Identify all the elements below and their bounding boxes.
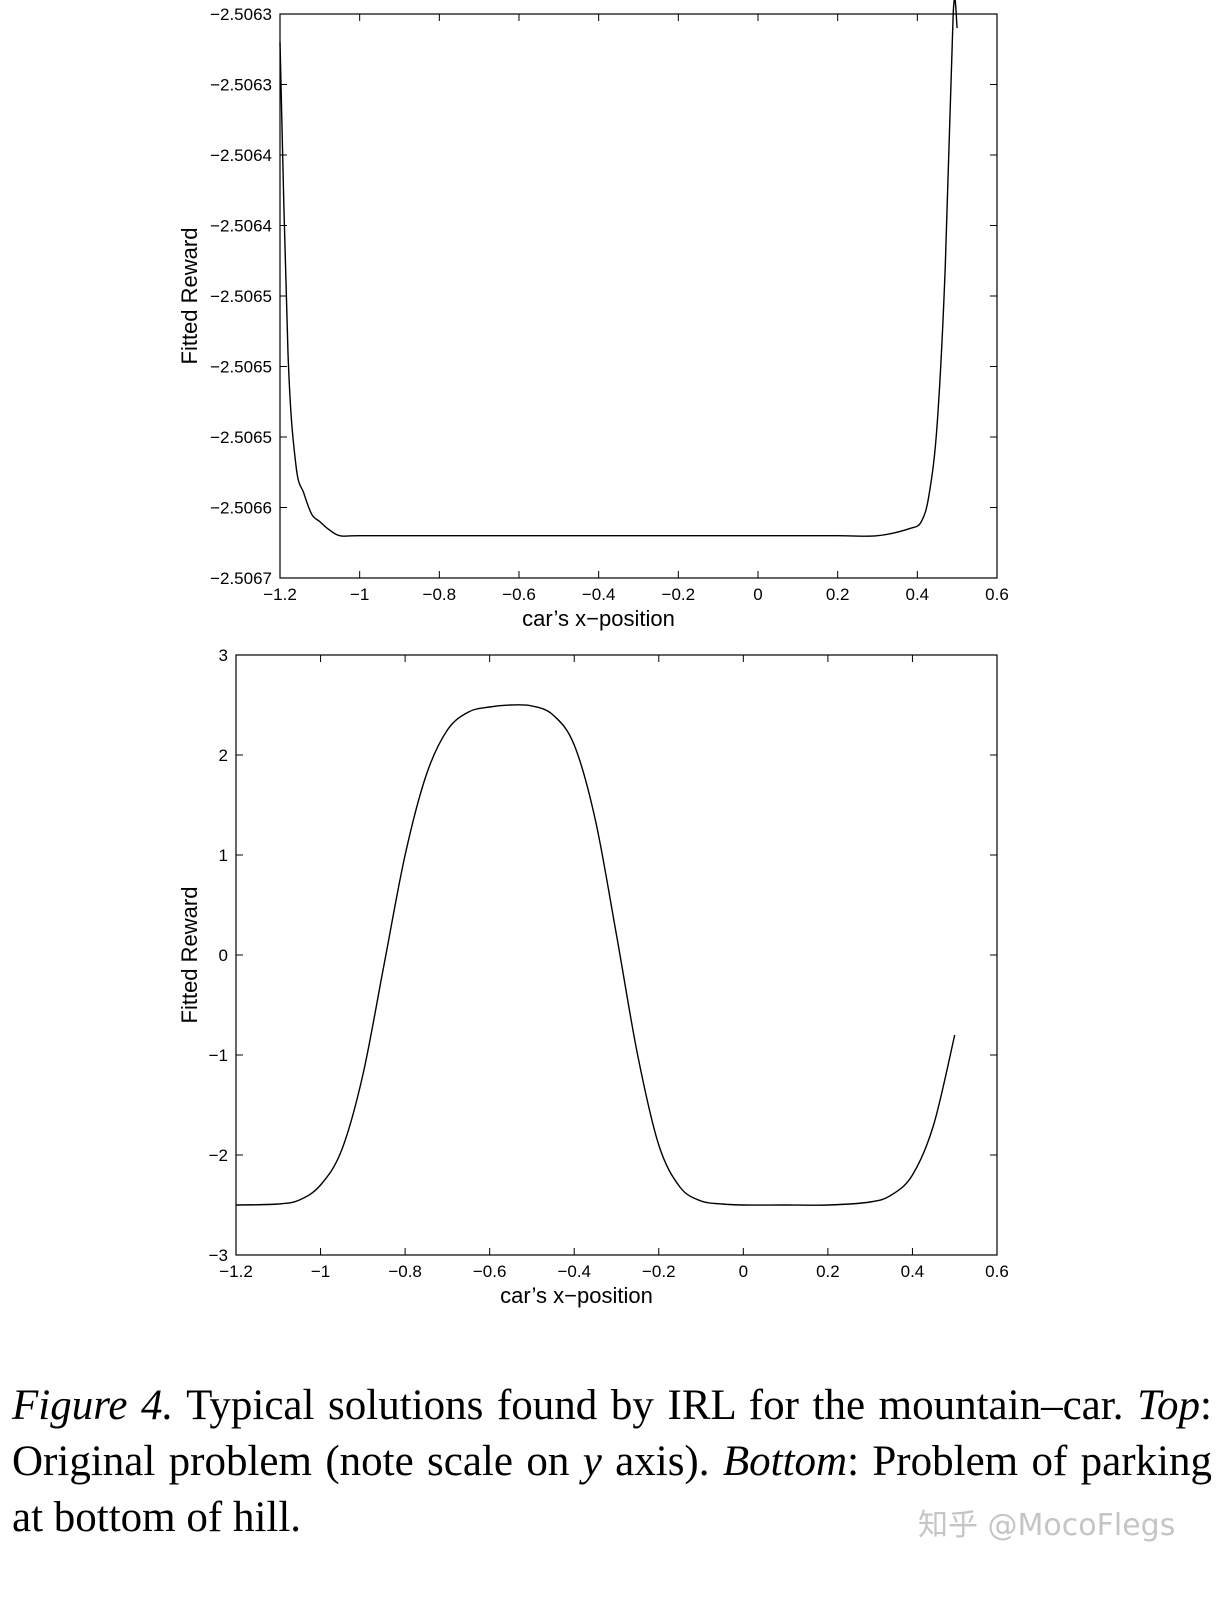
x-tick-label: 0.2 [816,1262,840,1281]
caption-text-3: axis). [601,1438,723,1485]
x-tick-label: 0 [753,585,762,604]
x-tick-label: −0.2 [642,1262,676,1281]
x-tick-label: −0.6 [502,585,536,604]
y-tick-label: −2.5065 [210,428,272,447]
y-axis-label: Fitted Reward [177,228,202,365]
x-tick-label: −0.2 [662,585,696,604]
x-tick-label: −0.4 [557,1262,591,1281]
plot-frame [279,13,998,579]
y-tick-label: −2.5067 [210,569,272,588]
caption-text-2: : Original problem (note scale on [12,1382,1212,1485]
y-tick-label: 0 [219,946,228,965]
series-line [279,0,958,537]
bottom-chart: −1.2 −1 −0.8 −0.6 −0.4 −0.2 0 0.2 0.4 0.6 3 2 1 0 −1 −2… [177,646,1009,1308]
caption-text-1: Typical solutions found by IRL for the m… [173,1382,1138,1429]
x-tick-label: −1.2 [263,585,297,604]
x-tick-label: 0.6 [985,585,1009,604]
plot-frame [235,654,998,1256]
figure-caption: Figure 4. Typical solutions found by IRL… [12,1378,1212,1546]
top-chart: −1.2 −1 −0.8 −0.6 −0.4 −0.2 0 0.2 0.4 0.6 −2.5063 −… [177,0,1009,631]
caption-text-4: : Problem of parking at bottom of hill. [12,1438,1212,1541]
caption-bottom-label: Bottom [722,1438,848,1485]
x-axis-label: car’s x−position [500,1283,653,1308]
y-tick-label: −2.5066 [210,499,272,518]
caption-top-label: Top [1137,1382,1201,1429]
x-tick-label: −1.2 [219,1262,253,1281]
y-tick-label: 1 [219,846,228,865]
y-tick-label: −2.5064 [210,146,272,165]
y-tick-label: −2.5065 [210,287,272,306]
y-tick-label: 3 [219,646,228,665]
series-line [235,704,956,1206]
y-tick-label: −2 [209,1146,228,1165]
y-tick-label: −3 [209,1246,228,1265]
y-tick-label: −2.5064 [210,217,272,236]
x-tick-label: 0.4 [906,585,930,604]
x-tick-label: −0.8 [423,585,457,604]
x-tick-label: 0.4 [901,1262,925,1281]
caption-y-variable: y [582,1438,602,1485]
x-tick-label: −0.4 [582,585,616,604]
y-tick-label: −1 [209,1046,228,1065]
x-tick-label: 0.6 [985,1262,1009,1281]
x-tick-label: −1 [311,1262,330,1281]
y-tick-label: −2.5063 [210,76,272,95]
watermark: 知乎 @MocoFlegs [918,1508,1176,1543]
x-tick-label: −0.6 [473,1262,507,1281]
x-tick-label: −0.8 [388,1262,422,1281]
y-tick-label: 2 [219,746,228,765]
y-tick-label: −2.5065 [210,358,272,377]
y-tick-label: −2.5063 [210,5,272,24]
x-tick-label: −1 [350,585,369,604]
y-axis-label: Fitted Reward [177,887,202,1024]
x-tick-label: 0.2 [826,585,850,604]
x-tick-label: 0 [739,1262,748,1281]
caption-figure-label: Figure 4. [12,1382,174,1429]
x-axis-label: car’s x−position [522,606,675,631]
